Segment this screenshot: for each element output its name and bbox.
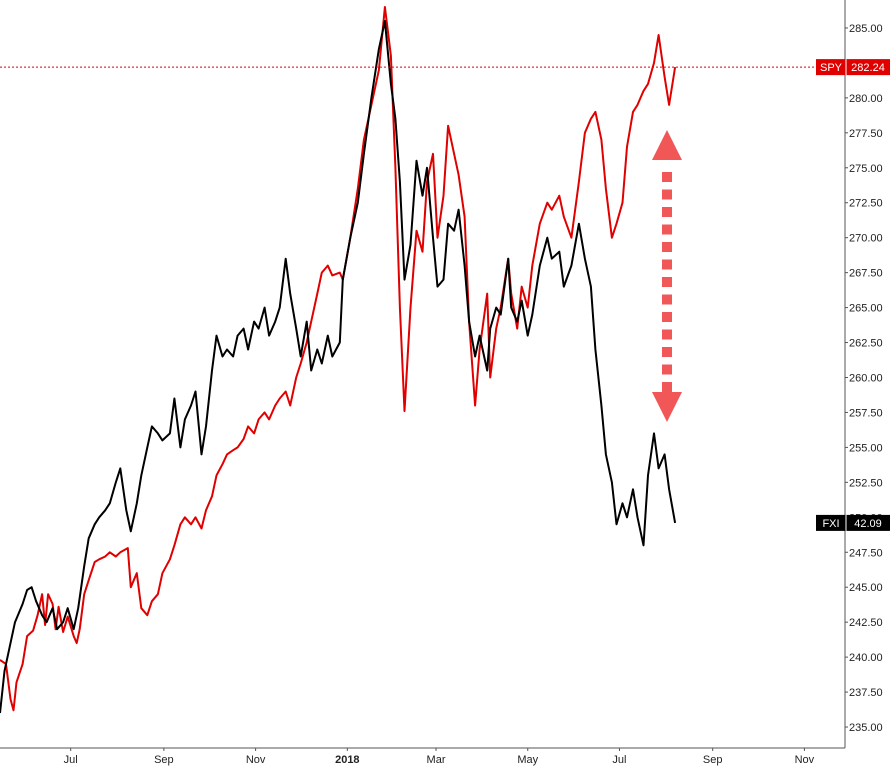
- x-tick-label: Jul: [612, 754, 626, 766]
- x-tick-label: Sep: [154, 754, 174, 766]
- y-tick-label: 267.50: [849, 268, 883, 280]
- arrow-dot: [662, 242, 672, 252]
- price-tag-value: 42.09: [854, 518, 882, 530]
- arrow-dot: [662, 294, 672, 305]
- y-tick-label: 270.00: [849, 233, 883, 245]
- y-tick-label: 252.50: [849, 477, 883, 489]
- y-tick-label: 275.00: [849, 163, 883, 175]
- arrow-dot: [662, 312, 672, 322]
- arrow-head-up: [652, 130, 682, 160]
- price-tag-name-box: [816, 514, 846, 531]
- price-tag-value-box: [846, 59, 890, 76]
- y-tick-label: 277.50: [849, 128, 883, 140]
- price-tag-value: 282.24: [851, 62, 885, 74]
- y-tick-label: 240.00: [849, 652, 883, 664]
- x-tick-label: Nov: [795, 754, 815, 766]
- y-tick-label: 260.00: [849, 372, 883, 384]
- y-tick-label: 242.50: [849, 617, 883, 629]
- arrow-dot: [662, 277, 672, 287]
- y-tick-label: 280.00: [849, 93, 883, 105]
- arrow-dot: [662, 347, 672, 357]
- x-tick-label: May: [517, 754, 538, 766]
- y-tick-label: 272.50: [849, 198, 883, 210]
- x-tick-label: Mar: [427, 754, 446, 766]
- arrow-head-down: [652, 392, 682, 422]
- y-tick-label: 247.50: [849, 547, 883, 559]
- arrow-dot: [662, 224, 672, 235]
- arrow-dot: [662, 207, 672, 217]
- x-tick-label: Nov: [246, 754, 266, 766]
- y-tick-label: 285.00: [849, 23, 883, 35]
- price-tag-layer: SPY 282.24 FXI 42.09: [816, 59, 890, 531]
- x-tick-label: Sep: [703, 754, 723, 766]
- y-tick-label: 245.00: [849, 582, 883, 594]
- arrow-dot: [662, 259, 672, 270]
- y-tick-label: 262.50: [849, 338, 883, 350]
- y-tick-label: 235.00: [849, 722, 883, 734]
- divergence-arrow: [652, 130, 682, 422]
- series-line-fxi: [0, 20, 677, 714]
- arrow-dot: [662, 189, 672, 200]
- series-layer: [0, 6, 677, 714]
- arrow-dot: [662, 329, 672, 340]
- price-tag-value-box: [846, 514, 890, 531]
- arrow-dot: [662, 364, 672, 375]
- x-tick-label: 2018: [335, 754, 359, 766]
- series-line-spy: [0, 6, 677, 712]
- y-tick-label: 265.00: [849, 303, 883, 315]
- price-tag-spy: SPY 282.24: [816, 59, 890, 76]
- x-tick-label: Jul: [64, 754, 78, 766]
- price-tag-name: FXI: [822, 518, 839, 530]
- arrow-dot: [662, 172, 672, 182]
- arrow-dot: [662, 382, 672, 392]
- price-tag-name-box: [816, 59, 846, 76]
- price-tag-name: SPY: [820, 62, 843, 74]
- y-tick-label: 237.50: [849, 687, 883, 699]
- price-tag-fxi: FXI 42.09: [816, 514, 890, 531]
- y-tick-label: 255.00: [849, 442, 883, 454]
- y-tick-label: 257.50: [849, 407, 883, 419]
